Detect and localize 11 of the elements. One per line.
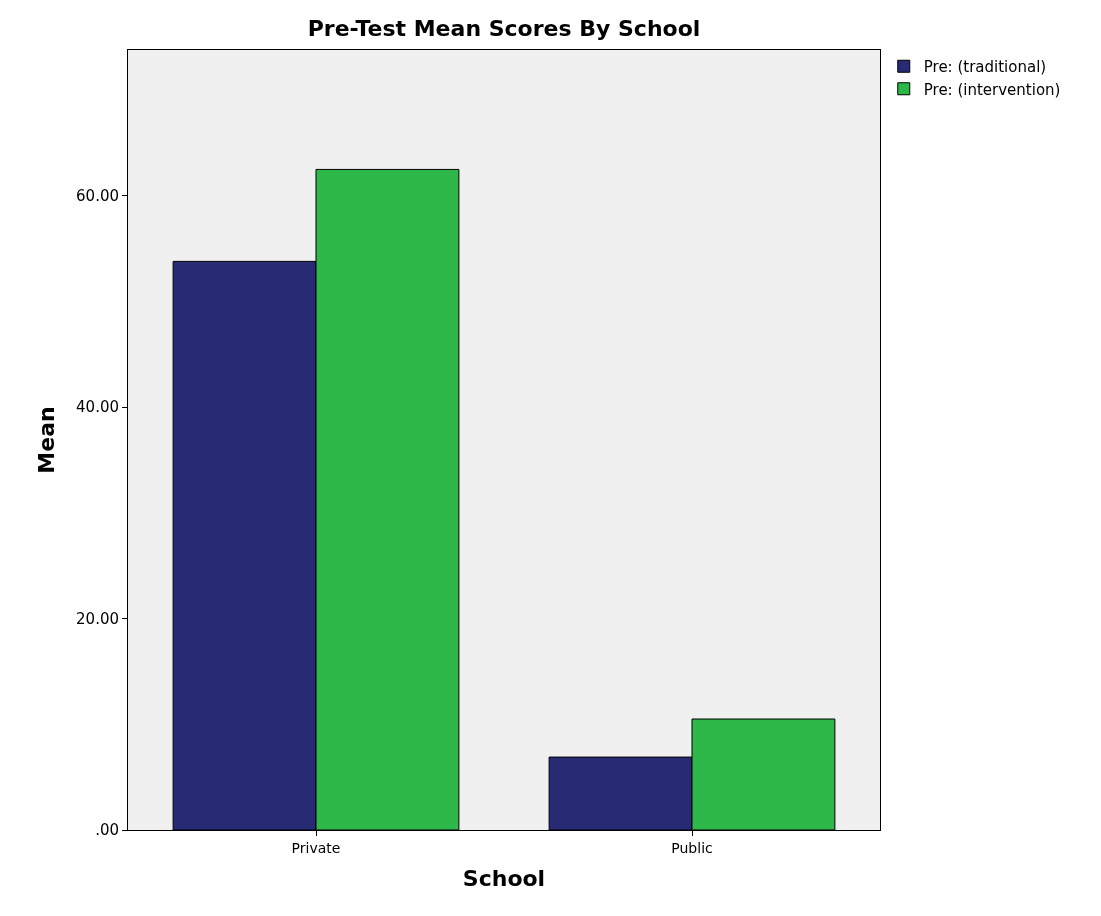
x-tick-label: Public [671, 839, 713, 856]
x-tick-label: Private [291, 839, 341, 856]
chart-title: Pre-Test Mean Scores By School [307, 15, 701, 41]
legend-label: Pre: (traditional) [923, 58, 1047, 77]
y-axis-title: Mean [33, 406, 59, 474]
y-tick-label: 60.00 [76, 187, 119, 206]
y-tick-label: .00 [95, 821, 119, 840]
y-tick-label: 40.00 [76, 398, 119, 417]
legend-label: Pre: (intervention) [923, 80, 1061, 99]
y-tick-label: 20.00 [76, 609, 119, 628]
x-axis-title: School [462, 865, 546, 891]
